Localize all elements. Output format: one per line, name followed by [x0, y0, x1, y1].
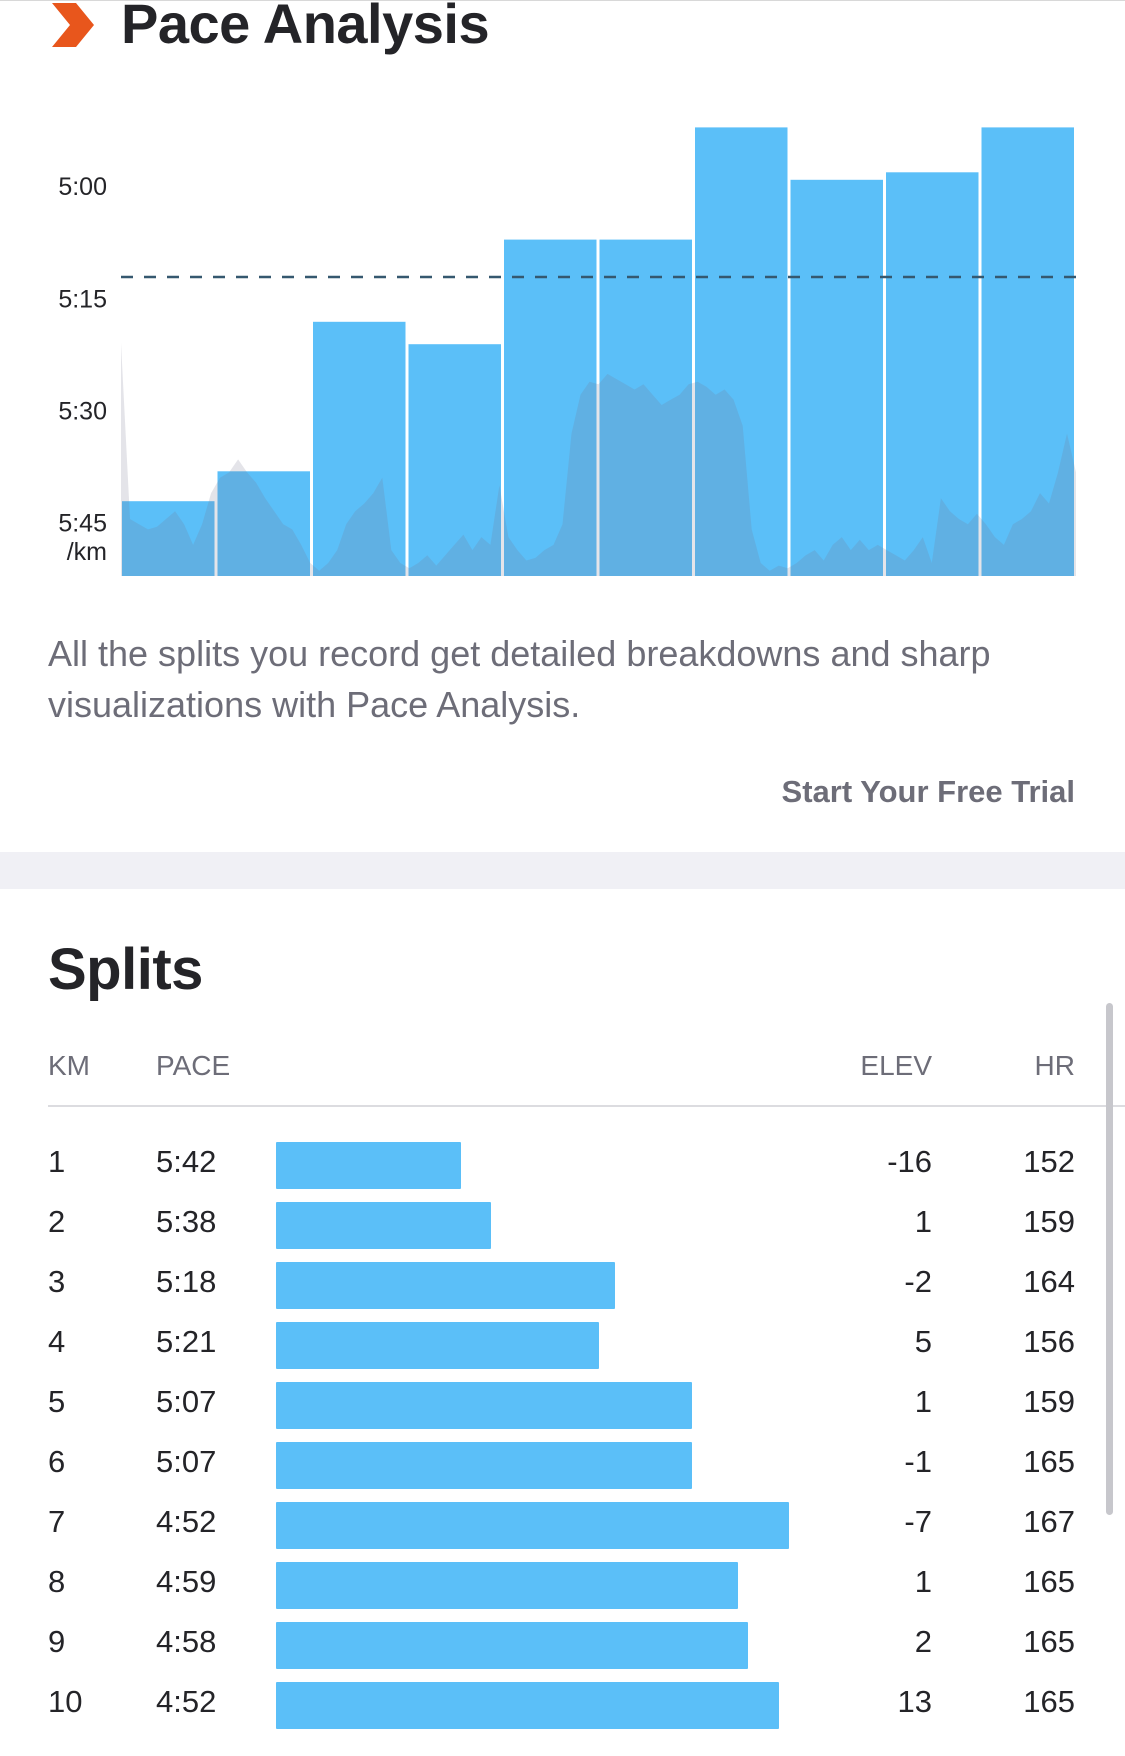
split-row: 1 5:42 -16 152 — [0, 1130, 1125, 1190]
split-pace-bar — [276, 1622, 748, 1669]
pace-bar-km-8 — [790, 179, 883, 577]
split-pace: 5:38 — [156, 1204, 217, 1239]
pace-chart: 5:00 5:15 5:30 5:45/km — [58, 127, 1076, 577]
split-elevation: -2 — [904, 1264, 932, 1299]
split-km: 2 — [48, 1204, 66, 1239]
split-heart-rate: 156 — [1023, 1324, 1075, 1359]
split-km: 3 — [48, 1264, 66, 1299]
split-row: 3 5:18 -2 164 — [0, 1250, 1125, 1310]
split-row: 7 4:52 -7 167 — [0, 1490, 1125, 1550]
km-column-header: KM — [48, 1050, 90, 1081]
scrollbar[interactable] — [1106, 1003, 1113, 1515]
split-pace: 4:52 — [156, 1684, 217, 1719]
split-row: 4 5:21 5 156 — [0, 1310, 1125, 1370]
split-row: 2 5:38 1 159 — [0, 1190, 1125, 1250]
split-row: 10 4:52 13 165 — [0, 1670, 1125, 1730]
split-pace-bar — [276, 1502, 789, 1549]
start-free-trial-link[interactable]: Start Your Free Trial — [781, 774, 1075, 809]
split-row: 9 4:58 2 165 — [0, 1610, 1125, 1670]
split-elevation: 13 — [897, 1684, 932, 1719]
pace-bar-km-4 — [408, 344, 501, 576]
split-km: 8 — [48, 1564, 66, 1599]
split-pace: 5:42 — [156, 1144, 217, 1179]
pace-bar-km-1 — [122, 501, 215, 576]
split-pace: 5:21 — [156, 1324, 217, 1359]
split-km: 1 — [48, 1144, 66, 1179]
split-elevation: 1 — [914, 1384, 932, 1419]
split-pace: 4:52 — [156, 1504, 217, 1539]
top-divider — [0, 0, 1125, 1]
split-heart-rate: 152 — [1023, 1144, 1075, 1179]
splits-title: Splits — [48, 937, 203, 1002]
split-km: 7 — [48, 1504, 66, 1539]
split-heart-rate: 159 — [1023, 1204, 1075, 1239]
split-elevation: 1 — [914, 1204, 932, 1239]
hr-column-header: HR — [1034, 1050, 1075, 1081]
split-pace-bar — [276, 1562, 738, 1609]
split-elevation: 5 — [914, 1324, 932, 1359]
split-pace: 5:07 — [156, 1444, 217, 1479]
elev-column-header: ELEV — [860, 1050, 932, 1081]
split-elevation: -7 — [904, 1504, 932, 1539]
split-pace-bar — [276, 1382, 692, 1429]
split-elevation: -1 — [904, 1444, 932, 1479]
pace-column-header: PACE — [156, 1050, 231, 1081]
split-km: 4 — [48, 1324, 66, 1359]
split-heart-rate: 165 — [1023, 1624, 1075, 1659]
y-tick-label: 5:00 — [58, 173, 107, 201]
split-pace: 5:18 — [156, 1264, 217, 1299]
split-pace: 4:58 — [156, 1624, 217, 1659]
split-pace-bar — [276, 1682, 779, 1729]
split-heart-rate: 159 — [1023, 1384, 1075, 1419]
split-pace-bar — [276, 1262, 615, 1309]
split-row: 5 5:07 1 159 — [0, 1370, 1125, 1430]
pace-bar-km-3 — [313, 321, 406, 576]
split-pace: 5:07 — [156, 1384, 217, 1419]
split-pace-bar — [276, 1202, 491, 1249]
pace-bar-km-6 — [599, 239, 692, 576]
split-km: 5 — [48, 1384, 66, 1419]
pace-bar-km-5 — [504, 239, 597, 576]
split-elevation: 2 — [914, 1624, 932, 1659]
split-row: 8 4:59 1 165 — [0, 1550, 1125, 1610]
split-km: 9 — [48, 1624, 66, 1659]
chevron-right-icon — [52, 3, 94, 47]
y-tick-label: 5:15 — [58, 285, 107, 313]
split-elevation: -16 — [887, 1144, 932, 1179]
y-unit-label: /km — [67, 538, 107, 566]
pace-bar-km-9 — [886, 172, 979, 577]
pace-bar-km-2 — [217, 471, 310, 576]
header-divider — [48, 1105, 1125, 1107]
split-heart-rate: 165 — [1023, 1684, 1075, 1719]
split-pace-bar — [276, 1442, 692, 1489]
section-divider — [0, 852, 1125, 889]
pace-bar-km-7 — [695, 127, 788, 577]
split-heart-rate: 167 — [1023, 1504, 1075, 1539]
split-km: 10 — [48, 1684, 83, 1719]
elevation-profile — [121, 342, 1076, 576]
pace-bar-km-10 — [981, 127, 1074, 577]
split-elevation: 1 — [914, 1564, 932, 1599]
split-km: 6 — [48, 1444, 66, 1479]
split-row: 6 5:07 -1 165 — [0, 1430, 1125, 1490]
y-tick-label: 5:45 — [58, 510, 107, 538]
split-pace-bar — [276, 1322, 599, 1369]
splits-table-header: KM PACE ELEV HR — [0, 1050, 1125, 1090]
pace-analysis-description: All the splits you record get detailed b… — [48, 633, 991, 725]
split-heart-rate: 165 — [1023, 1444, 1075, 1479]
split-heart-rate: 165 — [1023, 1564, 1075, 1599]
split-pace-bar — [276, 1142, 461, 1189]
split-pace: 4:59 — [156, 1564, 217, 1599]
split-heart-rate: 164 — [1023, 1264, 1075, 1299]
pace-analysis-title: Pace Analysis — [121, 0, 490, 55]
y-tick-label: 5:30 — [58, 398, 107, 426]
